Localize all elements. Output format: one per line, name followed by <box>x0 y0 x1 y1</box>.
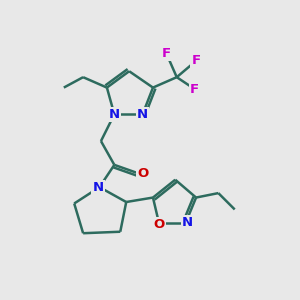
Text: N: N <box>92 181 104 194</box>
Text: O: O <box>137 167 149 180</box>
Text: F: F <box>190 82 199 96</box>
Text: F: F <box>191 54 201 67</box>
Text: N: N <box>109 108 120 121</box>
Text: N: N <box>137 108 148 121</box>
Text: F: F <box>162 47 171 60</box>
Text: N: N <box>182 216 193 229</box>
Text: O: O <box>153 218 164 231</box>
